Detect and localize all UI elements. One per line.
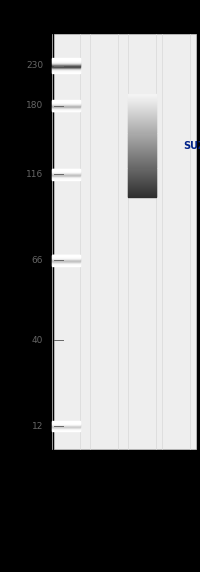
Text: 40: 40 bbox=[32, 336, 43, 345]
Text: 230: 230 bbox=[26, 61, 43, 70]
Text: 66: 66 bbox=[32, 256, 43, 265]
Text: SUZ12: SUZ12 bbox=[183, 141, 200, 151]
Text: 180: 180 bbox=[26, 101, 43, 110]
Text: 116: 116 bbox=[26, 170, 43, 179]
Bar bbox=[54, 34, 196, 449]
Text: 12: 12 bbox=[32, 422, 43, 431]
